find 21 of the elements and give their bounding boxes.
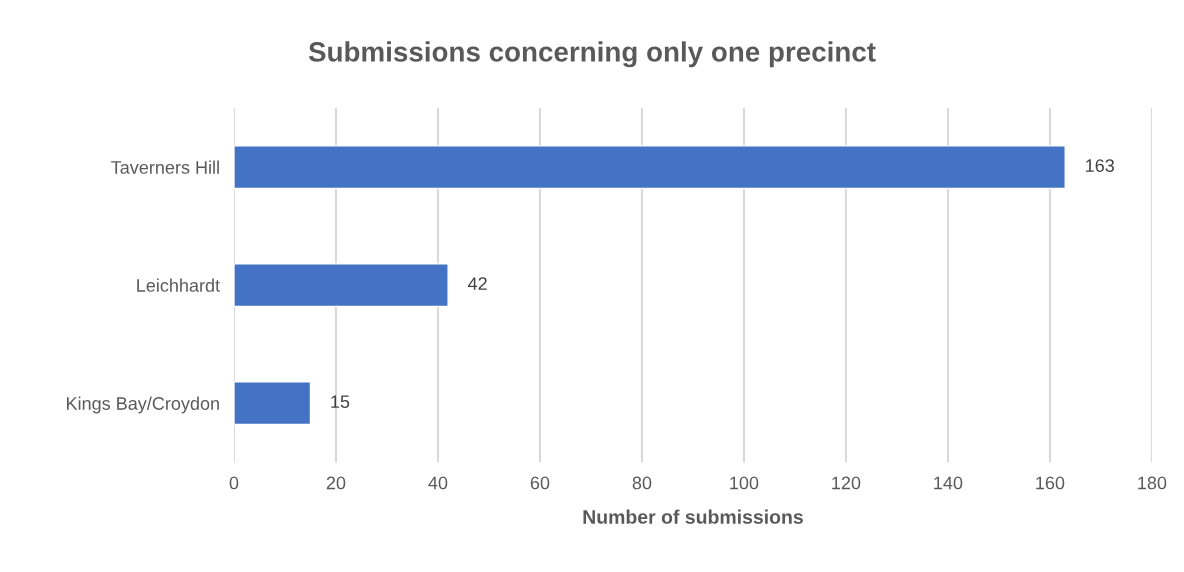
- x-tick-label: 100: [730, 476, 759, 490]
- x-tick-label: 0: [229, 476, 239, 490]
- x-tick-label: 40: [428, 476, 448, 490]
- data-label: 15: [331, 395, 350, 409]
- x-tick-label: 180: [1138, 476, 1167, 490]
- x-axis-title: Number of submissions: [583, 509, 803, 524]
- x-tick-label: 60: [530, 476, 550, 490]
- y-tick-label: Kings Bay/Croydon: [67, 396, 219, 414]
- data-label: 42: [468, 277, 487, 290]
- bar: [233, 381, 312, 426]
- x-tick-label: 140: [934, 476, 963, 490]
- y-tick-label: Leichhardt: [137, 278, 220, 292]
- x-tick-label: 80: [632, 476, 652, 490]
- bar: [233, 263, 449, 308]
- bar: [233, 145, 1066, 190]
- x-tick-label: 20: [326, 476, 346, 490]
- chart-title: Submissions concerning only one precinct: [308, 41, 876, 68]
- y-tick-label: Taverners Hill: [111, 160, 219, 174]
- x-tick-label: 120: [832, 476, 861, 490]
- data-label: 163: [1086, 159, 1114, 172]
- x-tick-label: 160: [1036, 476, 1065, 490]
